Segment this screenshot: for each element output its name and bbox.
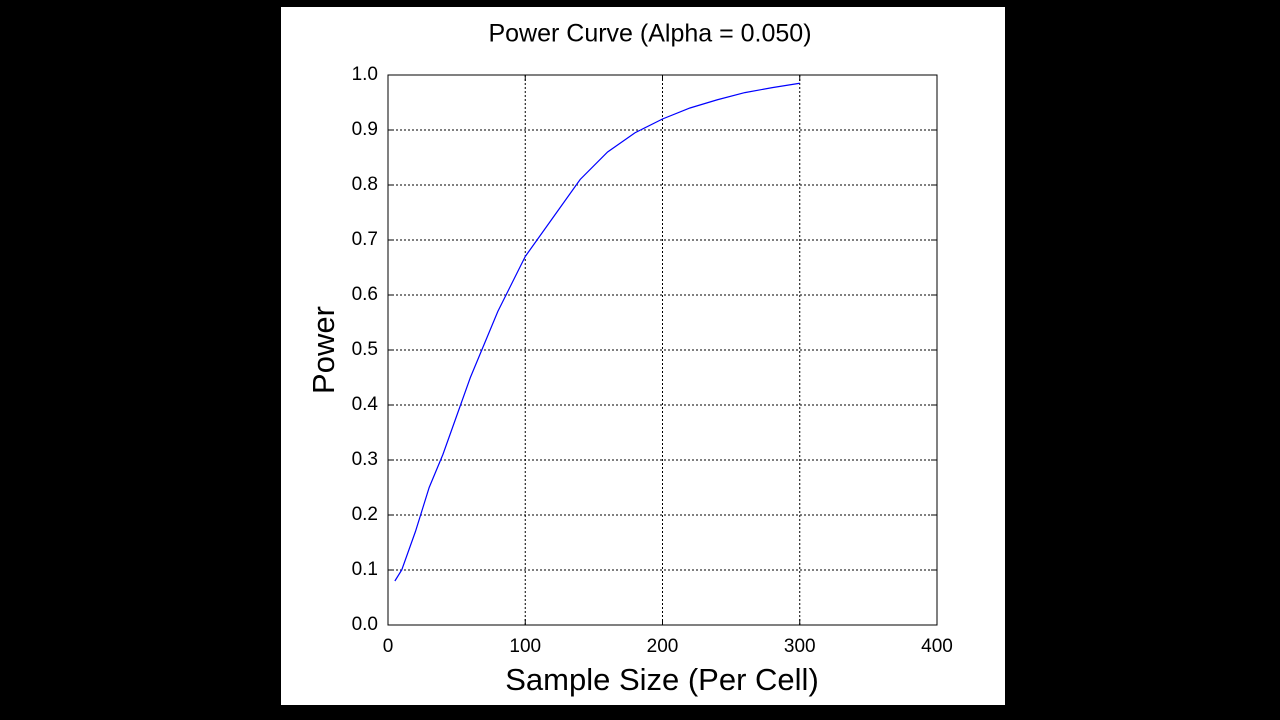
y-tick-label: 0.0 xyxy=(352,614,378,635)
y-tick-label: 0.8 xyxy=(352,174,378,195)
y-tick-label: 0.6 xyxy=(352,284,378,305)
x-tick-label: 300 xyxy=(784,636,816,657)
y-tick-label: 0.4 xyxy=(352,394,379,415)
figure-panel xyxy=(281,7,1005,705)
plot-frame xyxy=(387,74,938,626)
y-tick-label: 0.9 xyxy=(352,119,378,140)
x-tick-label: 0 xyxy=(383,636,394,657)
y-tick-label: 0.1 xyxy=(352,559,378,580)
y-tick-label: 0.2 xyxy=(352,504,378,525)
x-tick-label: 200 xyxy=(647,636,679,657)
y-tick-label: 0.3 xyxy=(352,449,378,470)
x-axis-label: Sample Size (Per Cell) xyxy=(505,662,819,697)
y-tick-label: 0.7 xyxy=(352,229,378,250)
y-tick-label: 0.5 xyxy=(352,339,378,360)
x-tick-label: 400 xyxy=(921,636,953,657)
y-tick-label: 1.0 xyxy=(352,64,378,85)
y-axis-label: Power xyxy=(306,306,341,394)
chart-title: Power Curve (Alpha = 0.050) xyxy=(488,20,811,48)
power-curve xyxy=(394,82,800,582)
x-tick-label: 100 xyxy=(509,636,541,657)
